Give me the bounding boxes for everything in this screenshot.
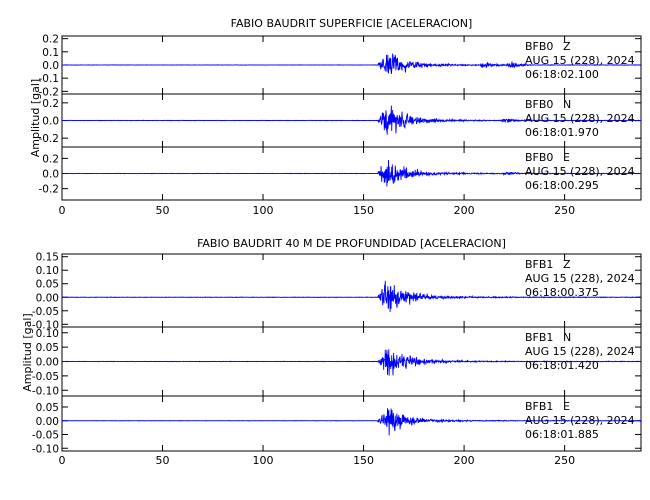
y-tick-label: 0.0 bbox=[42, 169, 59, 181]
y-tick-label: -0.05 bbox=[32, 371, 59, 383]
y-tick-label: 0.05 bbox=[36, 402, 59, 414]
x-tick-label: 0 bbox=[59, 454, 66, 467]
date-label: AUG 15 (228), 2024 bbox=[525, 165, 635, 178]
time-label: 06:18:00.295 bbox=[525, 179, 599, 192]
chart-title: FABIO BAUDRIT SUPERFICIE [ACELERACION] bbox=[231, 17, 473, 30]
waveform-trace bbox=[61, 53, 642, 75]
y-tick-label: 0.10 bbox=[36, 328, 59, 340]
y-tick-label: 0.1 bbox=[42, 47, 59, 59]
component-label: N bbox=[563, 331, 571, 344]
x-tick-label: 150 bbox=[353, 454, 374, 467]
date-label: AUG 15 (228), 2024 bbox=[525, 345, 635, 358]
y-tick-label: 0.0 bbox=[42, 60, 59, 72]
date-label: AUG 15 (228), 2024 bbox=[525, 54, 635, 67]
chart-panel-2: FABIO BAUDRIT 40 M DE PROFUNDIDAD [ACELE… bbox=[21, 237, 642, 467]
component-label: N bbox=[563, 98, 571, 111]
y-tick-label: 0.0 bbox=[42, 116, 59, 128]
chart-title: FABIO BAUDRIT 40 M DE PROFUNDIDAD [ACELE… bbox=[197, 237, 506, 250]
station-label: BFB1 bbox=[525, 258, 553, 271]
y-tick-label: -0.2 bbox=[39, 133, 60, 145]
y-tick-label: -0.1 bbox=[39, 73, 60, 85]
x-tick-label: 100 bbox=[253, 454, 274, 467]
date-label: AUG 15 (228), 2024 bbox=[525, 112, 635, 125]
waveform-trace bbox=[61, 159, 642, 187]
x-tick-label: 50 bbox=[156, 204, 170, 217]
time-label: 06:18:01.970 bbox=[525, 126, 599, 139]
y-tick-label: -0.2 bbox=[39, 86, 60, 98]
x-tick-label: 250 bbox=[554, 454, 575, 467]
y-tick-label: 0.2 bbox=[42, 98, 59, 110]
waveform-trace bbox=[61, 349, 642, 376]
y-axis-label: Amplitud [gal] bbox=[21, 313, 34, 391]
y-tick-label: -0.10 bbox=[32, 385, 59, 397]
x-tick-label: 250 bbox=[554, 204, 575, 217]
time-label: 06:18:01.420 bbox=[525, 359, 599, 372]
waveform-trace bbox=[61, 408, 642, 436]
y-tick-label: 0.15 bbox=[36, 252, 59, 264]
component-label: E bbox=[563, 400, 570, 413]
station-label: BFB0 bbox=[525, 40, 553, 53]
date-label: AUG 15 (228), 2024 bbox=[525, 272, 635, 285]
waveform-trace bbox=[61, 105, 642, 135]
y-tick-label: 0.10 bbox=[36, 265, 59, 277]
y-tick-label: -0.2 bbox=[39, 184, 60, 196]
y-axis-label: Amplitud [gal] bbox=[29, 79, 42, 157]
y-tick-label: -0.05 bbox=[32, 306, 59, 318]
y-tick-label: 0.2 bbox=[42, 153, 59, 165]
x-tick-label: 0 bbox=[59, 204, 66, 217]
x-tick-label: 200 bbox=[454, 454, 475, 467]
y-tick-label: -0.05 bbox=[32, 430, 59, 442]
y-tick-label: 0.00 bbox=[36, 357, 59, 369]
station-label: BFB1 bbox=[525, 331, 553, 344]
x-tick-label: 50 bbox=[156, 454, 170, 467]
y-tick-label: 0.05 bbox=[36, 342, 59, 354]
date-label: AUG 15 (228), 2024 bbox=[525, 414, 635, 427]
time-label: 06:18:00.375 bbox=[525, 286, 599, 299]
time-label: 06:18:01.885 bbox=[525, 428, 599, 441]
component-label: E bbox=[563, 151, 570, 164]
plot-frame bbox=[61, 395, 642, 452]
x-tick-label: 100 bbox=[253, 204, 274, 217]
time-label: 06:18:02.100 bbox=[525, 68, 599, 81]
chart-panel-1: FABIO BAUDRIT SUPERFICIE [ACELERACION] Am… bbox=[29, 17, 642, 217]
y-tick-label: -0.10 bbox=[32, 319, 59, 331]
station-label: BFB0 bbox=[525, 151, 553, 164]
y-tick-label: -0.10 bbox=[32, 443, 59, 455]
waveform-trace bbox=[61, 280, 642, 312]
x-tick-label: 200 bbox=[454, 204, 475, 217]
station-label: BFB1 bbox=[525, 400, 553, 413]
y-tick-label: 0.00 bbox=[36, 292, 59, 304]
station-label: BFB0 bbox=[525, 98, 553, 111]
component-label: Z bbox=[563, 40, 571, 53]
x-tick-label: 150 bbox=[353, 204, 374, 217]
component-label: Z bbox=[563, 258, 571, 271]
y-tick-label: 0.2 bbox=[42, 34, 59, 46]
y-tick-label: 0.00 bbox=[36, 416, 59, 428]
y-tick-label: 0.05 bbox=[36, 279, 59, 291]
